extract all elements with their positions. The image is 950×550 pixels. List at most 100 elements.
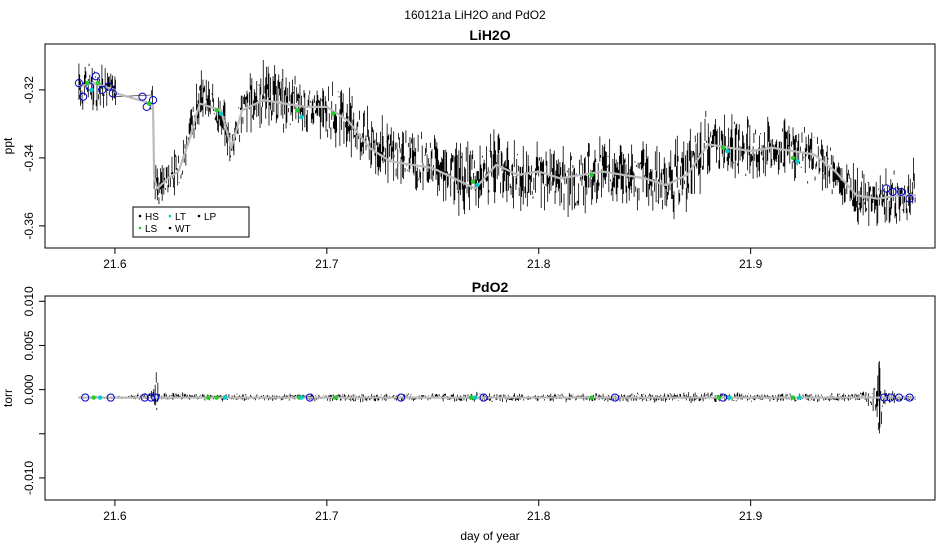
lih2o-point-lt bbox=[795, 159, 800, 164]
pdo2-x-axis-label: day of year bbox=[460, 529, 519, 543]
lih2o-noise-segment bbox=[771, 118, 793, 175]
pdo2-point-ls bbox=[91, 395, 96, 400]
lih2o-plot-area bbox=[74, 59, 916, 227]
lih2o-point-lt bbox=[299, 114, 304, 120]
lih2o-point-lt bbox=[475, 182, 480, 188]
lih2o-noise-segment bbox=[729, 114, 751, 179]
lih2o-point-ls bbox=[790, 155, 796, 161]
pdo2-noise-segment bbox=[159, 392, 179, 400]
pdo2-point-lt bbox=[797, 395, 802, 400]
lih2o-noise-segment bbox=[644, 143, 666, 211]
pdo2-points-ls bbox=[91, 395, 796, 400]
pdo2-point-hs bbox=[151, 393, 160, 402]
pdo2-y-tick-label: 0.005 bbox=[22, 330, 36, 360]
lih2o-point-hs bbox=[108, 89, 117, 98]
pdo2-point-hs bbox=[880, 393, 889, 402]
figure-title: 160121a LiH2O and PdO2 bbox=[404, 8, 546, 22]
lih2o-point-ls bbox=[470, 179, 476, 184]
lih2o-legend-marker-lp bbox=[197, 214, 201, 218]
lih2o-point-ls bbox=[95, 80, 101, 86]
pdo2-point-hs bbox=[396, 393, 406, 402]
lih2o-smoothed-line bbox=[78, 81, 916, 200]
pdo2-noise-segment bbox=[877, 375, 879, 431]
lih2o-point-hs bbox=[905, 194, 914, 203]
lih2o-legend: HS LT LP LS WT bbox=[132, 206, 250, 238]
pdo2-point-lt bbox=[299, 395, 304, 400]
pdo2-point-ls bbox=[790, 395, 796, 400]
lih2o-point-hs bbox=[79, 92, 88, 101]
lih2o-noise-segment bbox=[495, 133, 518, 209]
pdo2-point-ls bbox=[468, 395, 474, 400]
lih2o-point-ls bbox=[589, 172, 594, 178]
lih2o-noise-band bbox=[78, 59, 916, 227]
pdo2-points-hs bbox=[81, 393, 914, 402]
pdo2-point-hs bbox=[610, 393, 620, 402]
lih2o-noise-segment bbox=[898, 157, 916, 222]
pdo2-point-lt bbox=[727, 395, 732, 400]
lih2o-legend-marker-hs bbox=[138, 214, 142, 218]
lih2o-legend-label-lt: LT bbox=[175, 212, 186, 223]
lih2o-y-tick-label: -0.32 bbox=[22, 76, 36, 104]
pdo2-x-tick-label: 21.7 bbox=[315, 509, 339, 523]
lih2o-x-tick-label: 21.9 bbox=[739, 257, 763, 271]
lih2o-noise-segment bbox=[792, 127, 814, 184]
lih2o-point-ls bbox=[294, 108, 300, 113]
pdo2-point-hs bbox=[146, 393, 156, 402]
pdo2-x-tick-label: 21.9 bbox=[739, 509, 763, 523]
lih2o-point-hs bbox=[98, 85, 107, 95]
lih2o-frame bbox=[44, 43, 936, 249]
panel-lih2o: LiH2O 21.6 21.7 21.8 21.9 -0.32 -0.34 -0.36 ppt H… bbox=[1, 27, 936, 271]
lih2o-noise-segment bbox=[665, 135, 687, 220]
lih2o-noise-segment bbox=[559, 146, 581, 217]
pdo2-point-hs bbox=[81, 393, 90, 402]
pdo2-point-ls bbox=[205, 395, 211, 400]
pdo2-y-tick-label: 0.010 bbox=[22, 286, 36, 316]
pdo2-point-lt bbox=[97, 395, 103, 400]
pdo2-point-ls bbox=[333, 395, 338, 400]
pdo2-noise-segment bbox=[875, 390, 878, 417]
lih2o-point-ls bbox=[85, 80, 90, 86]
lih2o-legend-label-ls: LS bbox=[145, 224, 158, 235]
lih2o-point-hs bbox=[74, 79, 84, 88]
lih2o-noise-segment bbox=[835, 162, 857, 212]
lih2o-point-hs bbox=[882, 184, 891, 193]
lih2o-y-tick-label: -0.36 bbox=[22, 212, 36, 240]
pdo2-y-axis: 0.010 0.005 0.000 -0.010 bbox=[22, 286, 45, 495]
lih2o-y-axis-label: ppt bbox=[1, 137, 15, 154]
pdo2-noise-segment bbox=[156, 382, 159, 402]
lih2o-legend-marker-lt bbox=[168, 214, 172, 218]
lih2o-points-lt bbox=[89, 87, 800, 188]
lih2o-x-tick-label: 21.8 bbox=[527, 257, 551, 271]
pdo2-points-lt bbox=[97, 395, 802, 400]
pdo2-noise-segment bbox=[856, 391, 872, 406]
pdo2-point-hs bbox=[305, 393, 314, 402]
lih2o-legend-label-hs: HS bbox=[145, 212, 159, 223]
lih2o-noise-segment bbox=[411, 131, 433, 191]
pdo2-point-lt bbox=[222, 395, 228, 400]
lih2o-point-lt bbox=[218, 111, 224, 116]
lih2o-noise-segment bbox=[813, 137, 835, 195]
lih2o-y-tick-label: -0.34 bbox=[22, 144, 36, 172]
pdo2-x-axis: 21.6 21.7 21.8 21.9 bbox=[103, 500, 763, 523]
pdo2-noise-segment bbox=[871, 387, 876, 411]
lih2o-point-ls bbox=[330, 111, 336, 116]
lih2o-noise-segment bbox=[432, 135, 454, 202]
panel-pdo2: PdO2 21.6 21.7 21.8 21.9 0.010 0.005 0.000 -0.01… bbox=[1, 279, 936, 543]
pdo2-point-hs bbox=[894, 393, 904, 402]
lih2o-noise-segment bbox=[453, 141, 475, 216]
lih2o-x-tick-label: 21.7 bbox=[315, 257, 339, 271]
lih2o-y-axis: -0.32 -0.34 -0.36 bbox=[22, 76, 45, 240]
lih2o-noise-segment bbox=[580, 136, 602, 214]
pdo2-y-tick-label: 0.000 bbox=[22, 374, 36, 404]
lih2o-gap-line bbox=[115, 94, 151, 97]
lih2o-noise-segment bbox=[750, 116, 772, 179]
lih2o-noise-segment bbox=[390, 127, 412, 184]
lih2o-noise-segment bbox=[262, 59, 285, 133]
lih2o-title: LiH2O bbox=[469, 27, 510, 43]
pdo2-y-tick-label: -0.010 bbox=[22, 461, 36, 495]
pdo2-point-hs bbox=[479, 393, 488, 402]
pdo2-x-tick-label: 21.6 bbox=[103, 509, 127, 523]
pdo2-point-lt bbox=[472, 395, 478, 400]
lih2o-noise-segment bbox=[517, 141, 539, 212]
